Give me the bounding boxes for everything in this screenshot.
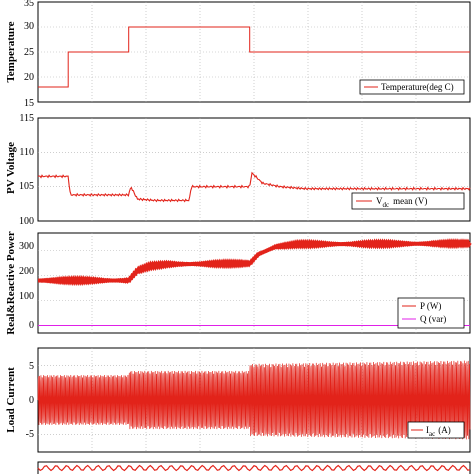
temperature-ytick-20: 20	[24, 72, 34, 83]
power-ylabel: Real&Reactive Power	[5, 231, 17, 335]
temperature-ticks: 35 30 25 20 15	[24, 0, 34, 109]
power-ytick-300: 300	[19, 241, 34, 252]
load-current-ylabel: Load Current	[5, 367, 17, 433]
load-current-legend-suffix: (A)	[438, 425, 451, 435]
load-current-legend-label: Iac (A)	[426, 425, 451, 438]
power-ytick-0: 0	[29, 320, 34, 331]
pv-voltage-ytick-100: 100	[19, 216, 34, 227]
load-current-panel: 5 0 -5 Load Current Iac (A)	[5, 347, 471, 453]
temperature-ylabel: Temperature	[5, 21, 17, 82]
temperature-legend-box	[359, 79, 465, 95]
load-current-legend: Iac (A)	[407, 421, 465, 439]
load-current-ticks: 5 0 -5	[26, 361, 34, 440]
temperature-ytick-30: 30	[24, 21, 34, 32]
load-current-ytick-neg5: -5	[26, 429, 34, 440]
pv-voltage-ytick-105: 105	[19, 181, 34, 192]
load-current-legend-box	[407, 421, 465, 439]
load-current-ytick-0: 0	[29, 395, 34, 406]
cutoff-series-wave	[37, 464, 471, 472]
power-ytick-100: 100	[19, 291, 34, 302]
pv-voltage-ytick-115: 115	[19, 113, 34, 124]
temperature-ytick-15: 15	[24, 98, 34, 109]
pv-voltage-legend-suffix: mean (V)	[393, 196, 427, 206]
pv-voltage-panel: 115 110 105 100 PV Voltage Vdc mean (V)	[5, 113, 471, 227]
load-current-legend-sub: ac	[429, 430, 435, 438]
temperature-ytick-25: 25	[24, 47, 34, 58]
pv-voltage-ticks: 115 110 105 100	[19, 113, 34, 227]
pv-voltage-legend: Vdc mean (V)	[351, 192, 465, 210]
pv-voltage-series-line	[37, 171, 471, 203]
temperature-ytick-35: 35	[24, 0, 34, 9]
power-ticks: 300 200 100 0	[19, 241, 34, 331]
load-current-series-wave	[37, 360, 471, 440]
temperature-series-line	[38, 26, 470, 88]
load-current-ytick-5: 5	[29, 361, 34, 372]
pv-voltage-grid	[38, 118, 470, 221]
temperature-legend: Temperature(deg C)	[359, 79, 465, 95]
load-current-legend-i: I	[426, 425, 429, 435]
pv-voltage-legend-label: Vdc mean (V)	[376, 196, 427, 209]
pv-voltage-legend-v: V	[376, 196, 383, 206]
temperature-legend-label: Temperature(deg C)	[381, 82, 454, 92]
cutoff-axes-frame	[37, 461, 471, 474]
power-ytick-200: 200	[19, 266, 34, 277]
power-legend-p-label: P (W)	[420, 301, 441, 311]
temperature-panel: 35 30 25 20 15 Temperature Temperature(d…	[5, 0, 471, 109]
power-panel: 300 200 100 0 Real&Reactive Power P (W) …	[5, 231, 472, 335]
power-legend-q-label: Q (var)	[420, 314, 446, 324]
pv-voltage-legend-box	[351, 192, 465, 210]
cutoff-panel	[37, 461, 471, 474]
pv-voltage-legend-sub: dc	[383, 201, 390, 209]
power-p-series-band	[38, 238, 472, 286]
power-legend-box	[397, 297, 465, 329]
pv-voltage-ylabel: PV Voltage	[5, 142, 17, 194]
power-legend: P (W) Q (var)	[397, 297, 465, 329]
pv-voltage-ytick-110: 110	[19, 147, 34, 158]
